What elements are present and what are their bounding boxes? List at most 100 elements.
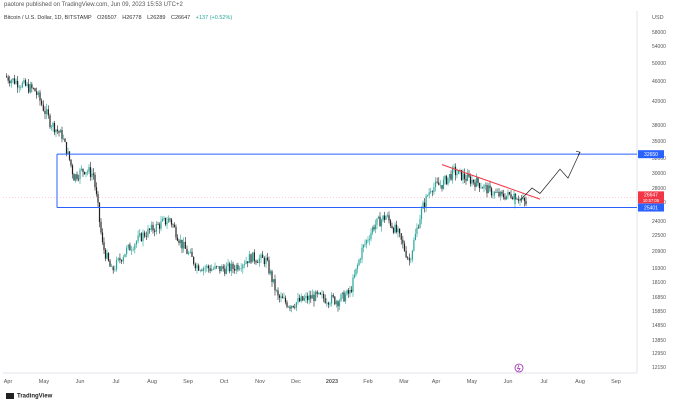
candle-body	[5, 76, 8, 78]
candle-body	[64, 138, 66, 142]
candle-body	[475, 177, 478, 187]
candle-body	[85, 172, 87, 174]
candle-body	[126, 247, 128, 254]
candle-body	[321, 294, 323, 295]
candle-body	[121, 260, 123, 262]
candle-body	[211, 268, 213, 271]
candle-body	[502, 193, 505, 198]
candle-body	[202, 267, 205, 271]
candle-body	[21, 82, 23, 88]
price-tick-label: 19300	[652, 266, 666, 272]
candle-body	[389, 220, 392, 226]
candle-body	[441, 185, 443, 189]
candle-body	[323, 294, 325, 299]
candle-body	[280, 296, 282, 298]
candle-body	[287, 306, 290, 308]
candle-body	[310, 295, 312, 299]
resistance-badge-label: 32650	[644, 152, 658, 158]
candle-body	[155, 223, 157, 232]
candle-body	[308, 295, 310, 301]
candle-body	[335, 301, 337, 305]
candle-body	[242, 264, 244, 269]
candle-body	[39, 92, 41, 101]
tradingview-icon	[6, 393, 14, 399]
price-tick-label: 13850	[652, 338, 666, 344]
candle-body	[186, 248, 188, 254]
time-tick-label: Mar	[399, 379, 409, 385]
candle-body	[498, 191, 500, 197]
candle-body	[292, 305, 294, 308]
candle-body	[405, 250, 407, 258]
last-price-label: 26647	[644, 192, 658, 198]
candle-body	[252, 252, 254, 263]
candle-body	[403, 243, 406, 251]
candle-body	[490, 188, 493, 196]
event-marker-icon	[514, 363, 524, 373]
time-tick-label: Sep	[611, 379, 621, 385]
candle-body	[281, 296, 284, 299]
candle-body	[184, 241, 186, 249]
candle-body	[201, 270, 203, 271]
candle-body	[152, 224, 154, 231]
candle-body	[207, 265, 210, 269]
brand-label: TradingView	[17, 393, 53, 400]
candle-body	[80, 168, 83, 170]
candle-body	[365, 240, 368, 244]
candle-body	[484, 185, 487, 186]
time-tick-label: Aug	[147, 379, 157, 385]
candle-body	[37, 92, 39, 96]
candle-body	[299, 297, 301, 302]
support-badge	[638, 203, 664, 212]
candle-body	[47, 109, 49, 116]
candle-body	[487, 185, 490, 194]
candle-body	[379, 216, 381, 227]
support-badge-label: 25401	[644, 206, 658, 212]
candle-body	[178, 240, 180, 243]
candle-body	[431, 191, 433, 193]
candle-body	[56, 129, 59, 132]
time-tick-label: Dec	[291, 379, 301, 385]
change-value: +137 (+0.52%)	[195, 15, 233, 21]
candle-body	[106, 252, 108, 259]
candle-body	[257, 262, 259, 264]
candle-body	[217, 266, 219, 267]
tradingview-logo[interactable]: TradingView	[6, 393, 52, 400]
candle-body	[331, 294, 333, 304]
candle-body	[103, 242, 105, 250]
candle-body	[70, 159, 72, 166]
candle-body	[214, 266, 216, 269]
candle-body	[434, 181, 437, 188]
close-value: C26647	[170, 15, 191, 21]
candle-body	[238, 268, 241, 270]
candle-body	[286, 302, 288, 307]
symbol-name: Bitcoin / U.S. Dollar, 1D, BITSTAMP	[4, 15, 92, 21]
candle-body	[65, 141, 68, 154]
candle-body	[124, 253, 126, 258]
candle-body	[302, 296, 304, 301]
candle-body	[371, 227, 374, 233]
candle-body	[36, 91, 38, 96]
candle-body	[77, 178, 80, 180]
candle-body	[448, 174, 451, 178]
candle-body	[265, 257, 267, 265]
candle-body	[104, 249, 107, 259]
candle-body	[419, 218, 421, 228]
candle-body	[361, 247, 363, 260]
time-tick-label: Apr	[4, 379, 13, 385]
price-tick-label: 12150	[652, 365, 666, 371]
candle-body	[209, 268, 211, 271]
candle-body	[486, 185, 488, 194]
candle-body	[493, 192, 496, 195]
candles-group	[5, 73, 527, 313]
candle-body	[169, 218, 171, 220]
candle-body	[44, 110, 46, 114]
time-tick-label: Jun	[76, 379, 85, 385]
time-tick-label: Sep	[183, 379, 193, 385]
candle-body	[222, 266, 224, 269]
candle-body	[206, 265, 208, 268]
candle-body	[100, 221, 102, 233]
candle-body	[20, 87, 22, 88]
candle-body	[510, 194, 512, 198]
candle-body	[514, 195, 516, 205]
